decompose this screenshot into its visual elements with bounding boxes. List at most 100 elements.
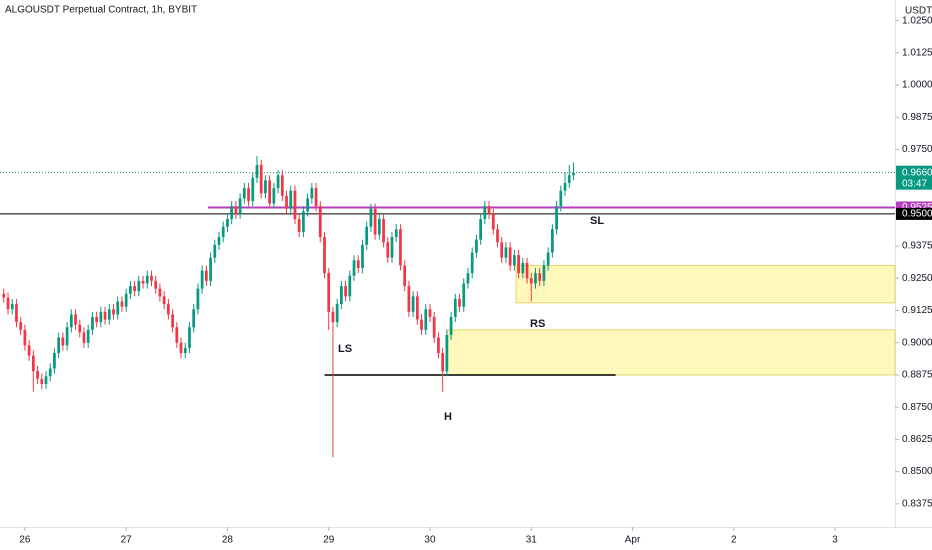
currency: USDT [905,6,932,17]
candle-body [27,345,31,356]
candle-body [559,190,563,207]
y-tick-label: 0.8375 [902,498,932,509]
candle-body [162,296,166,305]
annotation: H [444,411,452,423]
candle-body [356,260,360,269]
candle-body [546,252,550,266]
last-price-label: 0.9660 [902,167,932,178]
y-tick-label: 0.9750 [902,144,932,155]
candle-body [513,255,516,266]
candle-body [259,164,263,194]
x-tick-label: 3 [832,535,838,546]
candle-body [534,273,537,284]
candle-body [297,219,301,232]
candle-body [40,378,44,384]
candle-body [437,337,440,354]
candle-body [95,316,99,323]
candle-body [340,286,343,305]
candle-body [365,226,369,245]
candle-body [517,255,520,274]
candle-body [491,213,495,230]
candle-body [221,226,225,238]
candle-body [74,314,77,325]
candle-body [555,206,558,230]
zone [515,264,896,304]
candle-body [314,188,318,207]
y-tick-label: 1.0125 [902,47,932,58]
zone [446,329,896,376]
candle-body [335,304,339,323]
candle-body [310,188,314,199]
candle-body [217,237,221,245]
x-tick-label: 29 [323,535,335,546]
candle-body [470,252,474,274]
candle-body [331,311,335,323]
candle-body [525,262,529,279]
y-tick-label: 0.8750 [902,402,932,413]
candle-body [196,288,200,310]
candle-body [285,195,288,209]
candle-body [348,275,352,297]
candle-body [31,355,35,372]
candle-body [276,175,280,189]
candle-body [361,244,364,269]
candle-body [124,293,128,307]
y-tick-label: 0.9875 [902,112,932,123]
level-label: 0.9525 [902,202,932,213]
candle-body [255,164,259,178]
candle-body [6,297,10,310]
candle-body [166,304,170,315]
candle-body [504,247,508,258]
candle-body [415,296,419,320]
candle-body [344,286,347,297]
candle-body [209,257,212,281]
candle-body [107,309,111,320]
candle-body [226,219,229,227]
chart-title: ALGOUSDT Perpetual Contract, 1h, BYBIT [5,5,197,16]
candle-body [133,286,136,292]
candle-body [458,298,461,307]
candle-body [462,283,466,307]
candle-body [129,286,132,294]
candle-body [213,244,217,258]
candle-body [112,309,115,315]
candle-body [390,237,394,258]
candle-body [247,188,250,202]
candle-body [529,278,533,284]
candle-body [44,376,48,384]
level-label-box [896,207,932,220]
candle-body [352,260,356,276]
candle-body [386,242,390,258]
candle-body [496,229,499,243]
candle-body [175,327,179,343]
candle-body [293,190,297,220]
candle-body [99,311,103,323]
y-tick-label: 0.8875 [902,370,932,381]
candle-body [116,301,120,315]
candle-body [91,316,94,330]
candle-body [171,314,174,328]
candle-body [268,180,272,204]
x-tick-label: 26 [19,535,31,546]
candle-body [48,368,52,377]
candle-body [23,329,27,346]
candle-body [78,324,82,333]
y-tick-label: 0.9250 [902,273,932,284]
candle-body [15,304,18,323]
countdown: 03:47 [902,178,927,189]
candle-body [57,337,61,354]
y-tick-label: 1.0000 [902,80,932,91]
candle-body [382,219,385,243]
candle-body [238,198,242,214]
candle-body [483,206,487,220]
candle-body [61,337,65,346]
candle-body [188,327,191,348]
candle-body [394,229,398,238]
candle-body [137,280,141,292]
candle-body [449,316,453,336]
candle-body [428,309,432,317]
x-tick-label: 2 [731,535,737,546]
candle-body [318,206,322,238]
candle-body [251,177,255,202]
